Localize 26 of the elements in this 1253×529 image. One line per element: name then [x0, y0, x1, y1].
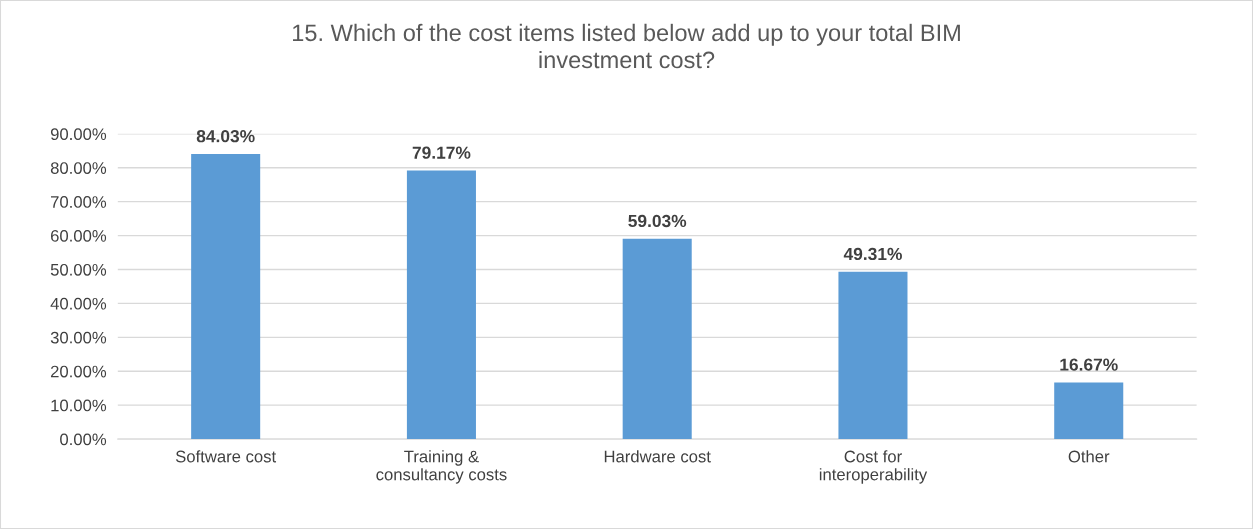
- y-tick-label: 80.00%: [50, 162, 107, 174]
- chart-title: 15. Which of the cost items listed below add up to your total BIM investment cost?: [293, 23, 960, 69]
- x-tick-label: Other: [1068, 450, 1110, 463]
- bar: [1054, 382, 1124, 440]
- data-label: 84.03%: [196, 130, 255, 143]
- y-tick-label: 30.00%: [50, 331, 107, 344]
- bar: [622, 238, 692, 440]
- y-tick-label: 90.00%: [50, 128, 107, 141]
- y-tick-label: 70.00%: [51, 196, 107, 208]
- bar: [838, 271, 908, 440]
- y-tick-label: 50.00%: [50, 263, 107, 276]
- x-tick-label: Cost for interoperability: [819, 450, 928, 484]
- data-label: 79.17%: [412, 146, 471, 159]
- data-label: 59.03%: [628, 214, 687, 228]
- y-tick-label: 60.00%: [50, 229, 107, 242]
- x-tick-label: Software cost: [175, 450, 277, 463]
- y-tick-label: 40.00%: [50, 297, 107, 310]
- y-tick-label: 20.00%: [50, 365, 107, 378]
- bar: [406, 170, 476, 440]
- x-tick-label: Training & consultancy costs: [376, 450, 507, 484]
- x-tick-label: Hardware cost: [604, 450, 711, 463]
- y-tick-label: 0.00%: [60, 433, 107, 446]
- y-tick-label: 10.00%: [51, 399, 107, 412]
- data-label: 16.67%: [1060, 358, 1118, 371]
- bar: [191, 154, 261, 440]
- data-label: 49.31%: [843, 247, 902, 261]
